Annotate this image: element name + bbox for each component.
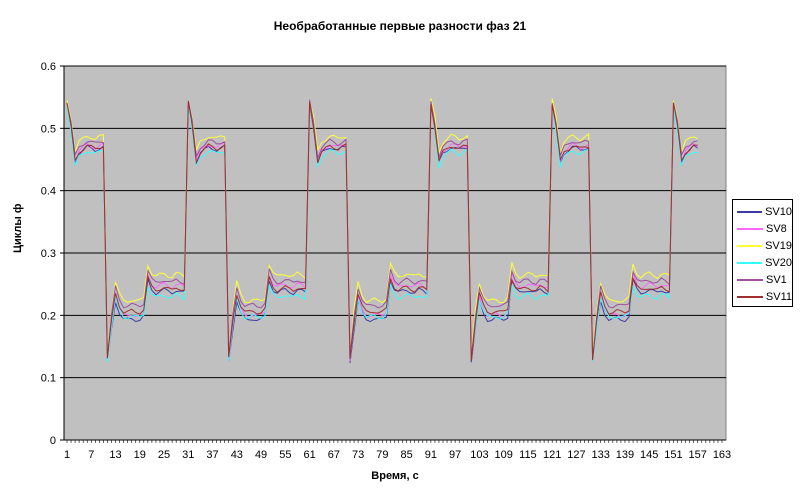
x-tick-label: 157 (689, 449, 707, 461)
x-tick-label: 163 (713, 449, 731, 461)
y-tick-label: 0.2 (41, 310, 56, 322)
y-tick-label: 0 (50, 435, 56, 447)
series-line-sv20 (66, 102, 698, 363)
chart-title: Необработанные первые разности фаз 21 (273, 19, 527, 33)
axes: 0 0.1 0.2 0.3 0.4 0.5 0.6 1 7 13 19 25 31 37 43 49 55 61 6… (41, 61, 731, 461)
y-tick-label: 0.5 (41, 123, 56, 135)
x-tick-label: 73 (352, 449, 364, 461)
legend-swatch (737, 244, 763, 247)
y-tick-label: 0.1 (41, 373, 56, 385)
legend-label: SV19 (765, 239, 792, 252)
legend-swatch (737, 278, 763, 281)
legend-label: SV20 (765, 256, 792, 269)
x-tick-label: 103 (470, 449, 488, 461)
x-tick-label: 121 (543, 449, 561, 461)
data-series (66, 98, 699, 363)
x-tick-label: 139 (616, 449, 634, 461)
legend-label: SV10 (765, 205, 792, 218)
x-tick-label: 13 (109, 449, 121, 461)
x-tick-label: 79 (376, 449, 388, 461)
series-line-sv11 (66, 101, 698, 361)
x-tick-label: 115 (519, 449, 537, 461)
x-tick-label: 31 (182, 449, 194, 461)
legend-item-sv19: SV19 (733, 237, 792, 254)
x-tick-label: 37 (206, 449, 218, 461)
x-tick-label: 7 (88, 449, 94, 461)
legend: SV10 SV8 SV19 SV20 SV1 SV11 (732, 199, 793, 307)
y-tick-label: 0.6 (41, 61, 56, 73)
x-tick-label: 109 (494, 449, 512, 461)
x-tick-label: 127 (567, 449, 585, 461)
legend-label: SV8 (766, 222, 787, 235)
x-tick-label: 67 (328, 449, 340, 461)
x-tick-label: 133 (592, 449, 610, 461)
legend-item-sv11: SV11 (733, 288, 792, 305)
x-tick-label: 43 (231, 449, 243, 461)
legend-swatch (737, 261, 763, 264)
x-tick-label: 97 (449, 449, 461, 461)
gridlines (64, 65, 726, 379)
x-tick-label: 151 (664, 449, 682, 461)
legend-swatch (737, 210, 763, 213)
x-tick-label: 55 (279, 449, 291, 461)
x-tick-label: 91 (425, 449, 437, 461)
x-tick-label: 49 (255, 449, 267, 461)
x-tick-label: 145 (640, 449, 658, 461)
legend-label: SV1 (766, 273, 787, 286)
legend-swatch (737, 295, 763, 298)
legend-item-sv8: SV8 (733, 220, 792, 237)
x-tick-label: 19 (134, 449, 146, 461)
x-tick-label: 1 (64, 449, 70, 461)
legend-item-sv20: SV20 (733, 254, 792, 271)
x-tick-label: 61 (303, 449, 315, 461)
legend-item-sv10: SV10 (733, 203, 792, 220)
legend-label: SV11 (765, 290, 792, 303)
x-axis-label: Время, с (371, 470, 419, 482)
x-tick-label: 25 (158, 449, 170, 461)
legend-swatch (737, 227, 763, 230)
legend-item-sv1: SV1 (733, 271, 792, 288)
y-tick-label: 0.3 (41, 248, 56, 260)
y-tick-label: 0.4 (41, 186, 56, 198)
x-tick-label: 85 (401, 449, 413, 461)
